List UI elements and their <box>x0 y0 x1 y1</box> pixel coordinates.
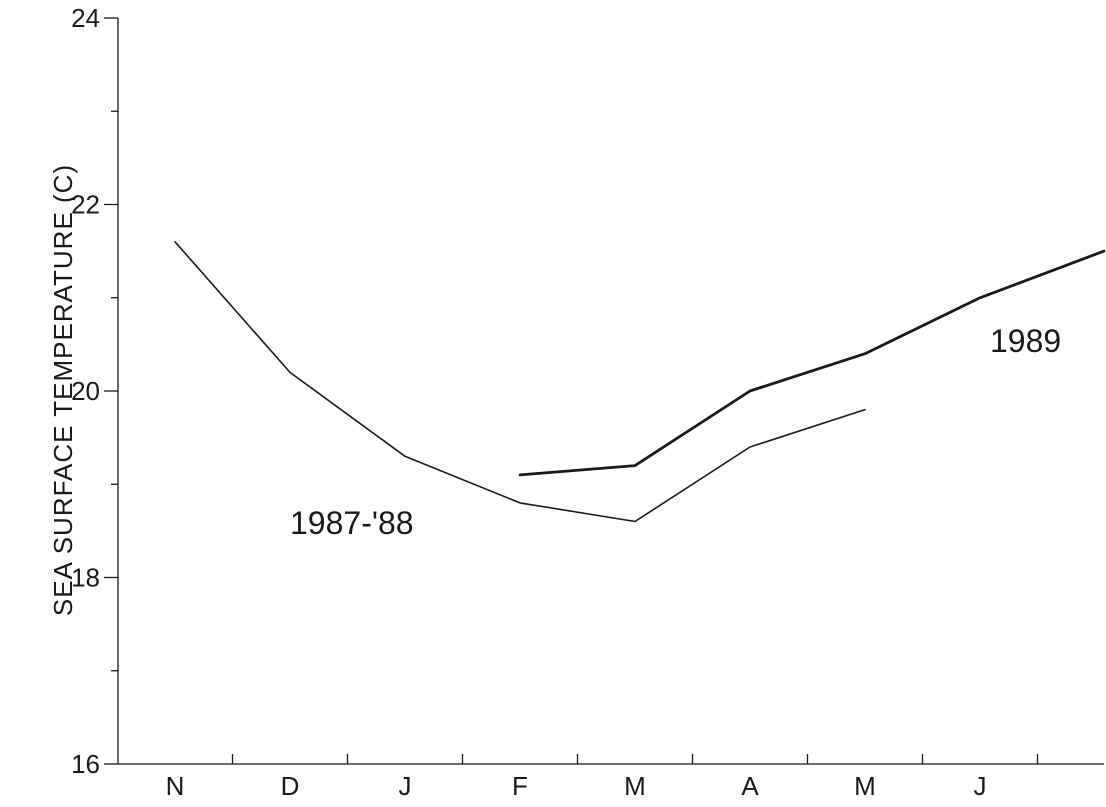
series-line-0 <box>174 241 866 523</box>
x-tick-label: F <box>512 771 528 801</box>
y-tick-label: 22 <box>71 190 100 220</box>
series-labels: 1987-'88 1989 <box>290 323 1061 541</box>
y-tick-label: 18 <box>71 563 100 593</box>
x-tick-label: M <box>854 771 876 801</box>
x-tick-label: J <box>974 771 987 801</box>
series-label-1989: 1989 <box>990 323 1061 359</box>
series-line-1 <box>518 249 1106 477</box>
y-tick-label: 24 <box>71 3 100 33</box>
y-tick-label: 20 <box>71 376 100 406</box>
x-tick-label: A <box>741 771 759 801</box>
x-tick-label: J <box>399 771 412 801</box>
series-label-1987-88: 1987-'88 <box>290 505 414 541</box>
x-tick-label: D <box>281 771 300 801</box>
x-tick-label: N <box>166 771 185 801</box>
series-lines <box>174 241 1106 523</box>
axes: 16 18 20 22 24 N D J F M A M J <box>71 3 1104 801</box>
x-tick-label: M <box>624 771 646 801</box>
y-axis-label: SEA SURFACE TEMPERATURE (C) <box>48 164 78 616</box>
y-tick-label: 16 <box>71 749 100 779</box>
